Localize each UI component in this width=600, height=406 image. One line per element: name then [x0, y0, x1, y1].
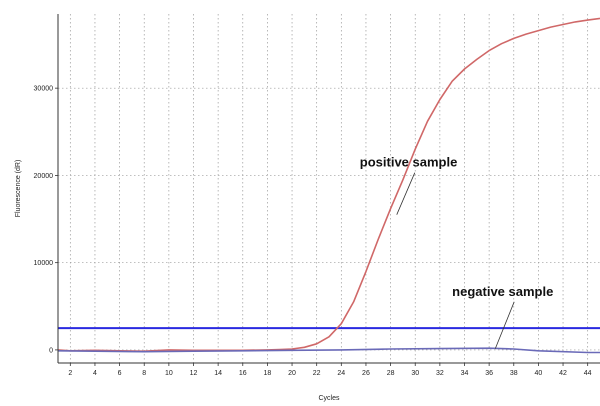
x-tick-label: 36 [485, 370, 493, 377]
x-tick-label: 34 [461, 370, 469, 377]
x-axis-label: Cycles [318, 395, 340, 402]
x-tick-label: 26 [362, 370, 370, 377]
x-tick-label: 4 [93, 370, 97, 377]
annotation-leader-line [494, 301, 515, 349]
x-tick-label: 28 [387, 370, 395, 377]
x-tick-label: 22 [313, 370, 321, 377]
x-tick-label: 30 [411, 370, 419, 377]
annotation-leader-line [396, 172, 416, 215]
x-tick-label: 24 [337, 370, 345, 377]
tick-labels: 2 4 6 8 10 12 14 16 18 20 22 24 26 28 30 32 34 36 38 40 42 44… [34, 86, 592, 377]
x-tick-label: 14 [214, 370, 222, 377]
x-tick-label: 44 [584, 370, 592, 377]
annotation-label: positive sample [360, 155, 458, 170]
annotations: positive sample negative sample [360, 155, 553, 349]
x-tick-label: 38 [510, 370, 518, 377]
y-tick-label: 10000 [34, 260, 54, 267]
x-tick-label: 32 [436, 370, 444, 377]
x-tick-label: 18 [264, 370, 272, 377]
series-layer [57, 17, 600, 354]
y-tick-label: 0 [49, 347, 53, 354]
annotation-label: negative sample [452, 284, 553, 299]
x-tick-label: 40 [535, 370, 543, 377]
y-tick-label: 30000 [34, 86, 54, 93]
x-tick-label: 6 [118, 370, 122, 377]
x-tick-label: 10 [165, 370, 173, 377]
series-line-negative [57, 347, 600, 354]
series-line-positive [57, 17, 600, 353]
y-tick-label: 20000 [34, 173, 54, 180]
y-axis-label: Fluorescence (dR) [15, 160, 22, 218]
x-tick-label: 42 [559, 370, 567, 377]
x-tick-label: 16 [239, 370, 247, 377]
x-tick-label: 12 [190, 370, 198, 377]
x-tick-label: 20 [288, 370, 296, 377]
x-tick-label: 2 [68, 370, 72, 377]
axes [55, 14, 600, 366]
x-tick-label: 8 [142, 370, 146, 377]
